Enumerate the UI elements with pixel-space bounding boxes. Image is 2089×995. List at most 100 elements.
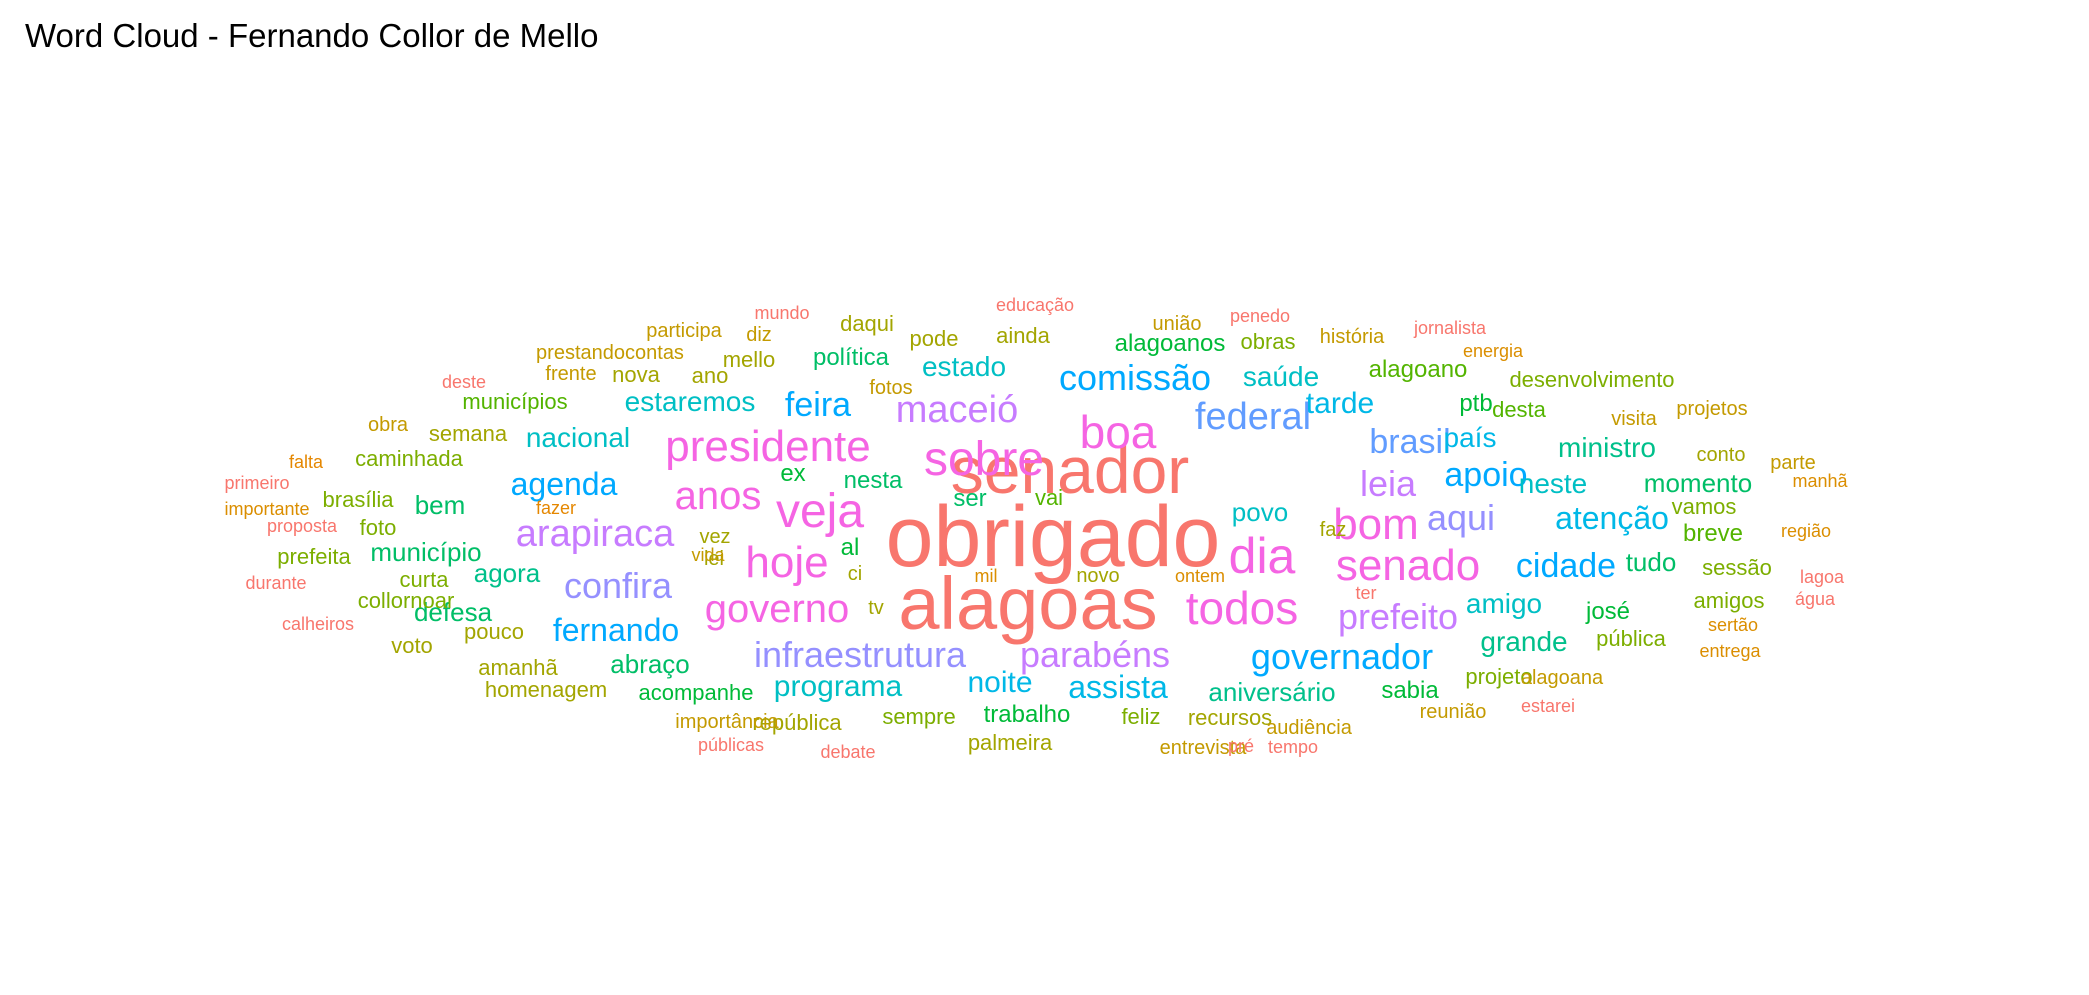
word-item: primeiro	[224, 473, 290, 493]
word-item: lagoa	[1799, 567, 1845, 587]
word-item: grande	[1480, 626, 1568, 657]
word-item: semana	[428, 421, 508, 446]
word-item: pouco	[464, 619, 524, 644]
word-item: tv	[868, 597, 884, 619]
word-item: collornoar	[357, 588, 455, 613]
word-item: caminhada	[355, 446, 463, 471]
word-item: fazer	[535, 498, 577, 518]
word-item: energia	[1462, 341, 1524, 361]
word-item: calheiros	[281, 614, 355, 634]
word-item: entrega	[1699, 641, 1761, 661]
word-item: obras	[1240, 329, 1296, 354]
word-item: povo	[1231, 497, 1289, 527]
word-item: política	[812, 344, 890, 371]
word-item: vai	[1034, 485, 1064, 510]
word-item: participa	[646, 320, 722, 342]
word-item: país	[1443, 422, 1497, 453]
word-item: ano	[691, 363, 729, 388]
word-item: boa	[1079, 406, 1157, 458]
word-item: estado	[921, 351, 1007, 382]
word-item: governo	[704, 587, 850, 631]
word-item: educação	[995, 295, 1075, 315]
word-item: pública	[1596, 626, 1666, 651]
word-item: sertão	[1707, 615, 1759, 635]
word-item: pode	[909, 326, 959, 351]
word-item: alagoano	[1368, 356, 1468, 383]
word-item: sessão	[1702, 555, 1772, 580]
word-item: aniversário	[1208, 677, 1336, 707]
word-item: bem	[414, 490, 466, 520]
page-title: Word Cloud - Fernando Collor de Mello	[25, 17, 599, 54]
word-item: ex	[780, 460, 806, 487]
word-item: república	[752, 710, 842, 735]
word-item: audiência	[1266, 717, 1352, 739]
word-item: água	[1794, 589, 1836, 609]
word-item: região	[1780, 521, 1832, 541]
word-item: comissão	[1058, 357, 1212, 398]
word-item: prefeito	[1337, 596, 1459, 637]
word-item: feira	[784, 386, 852, 424]
word-item: obrigado	[885, 489, 1221, 585]
word-item: pré	[1227, 736, 1255, 756]
word-item: prestandocontas	[536, 342, 684, 364]
word-item: al	[840, 534, 860, 561]
word-item: ptb	[1459, 390, 1493, 417]
word-item: faz	[1319, 519, 1347, 541]
word-item: maceió	[895, 389, 1019, 431]
word-item: arapiraca	[515, 513, 675, 555]
word-item: nova	[612, 362, 660, 387]
word-item: públicas	[697, 735, 765, 755]
word-item: novo	[1076, 565, 1120, 587]
word-item: assista	[1068, 669, 1168, 705]
word-item: amanhã	[478, 655, 558, 680]
word-item: visita	[1611, 408, 1657, 430]
word-item: voto	[391, 633, 433, 658]
word-item: projetos	[1676, 398, 1748, 420]
word-item: bom	[1333, 500, 1419, 549]
word-item: abraço	[610, 649, 690, 679]
word-item: veja	[775, 485, 865, 538]
word-item: ser	[953, 485, 987, 512]
word-item: noite	[967, 666, 1033, 699]
word-item: brasil	[1369, 423, 1451, 461]
word-item: presidente	[665, 422, 871, 471]
word-item: fernando	[552, 612, 680, 648]
word-item: manhã	[1792, 471, 1848, 491]
word-item: daqui	[840, 311, 894, 336]
word-item: curta	[399, 567, 449, 592]
word-item: ci	[847, 563, 863, 585]
word-item: reunião	[1419, 701, 1487, 723]
word-item: parabéns	[1019, 634, 1171, 675]
word-item: municípios	[462, 389, 568, 414]
word-item: entrevista	[1159, 737, 1247, 759]
word-item: ontem	[1174, 566, 1226, 586]
word-item: amigos	[1693, 588, 1765, 613]
word-item: estarei	[1520, 696, 1576, 716]
word-item: projeto	[1465, 664, 1533, 689]
word-item: agenda	[510, 466, 618, 502]
word-item: foto	[359, 515, 397, 540]
word-item: importante	[224, 499, 310, 519]
word-item: dia	[1228, 528, 1296, 584]
word-item: acompanhe	[638, 680, 754, 705]
word-item: debate	[820, 742, 876, 762]
word-item: fotos	[869, 377, 913, 399]
word-item: importância	[675, 711, 779, 733]
word-item: sabia	[1381, 677, 1439, 704]
word-item: vida	[691, 545, 725, 565]
word-item: anos	[674, 474, 762, 518]
word-item: nacional	[525, 422, 631, 453]
word-item: nesta	[843, 467, 903, 494]
word-item: desenvolvimento	[1509, 367, 1675, 392]
word-item: alagoanos	[1114, 330, 1226, 357]
word-item: penedo	[1229, 306, 1291, 326]
word-item: confira	[563, 565, 673, 606]
word-item: sobre	[923, 433, 1045, 486]
word-item: cidade	[1515, 547, 1617, 585]
word-item: estaremos	[624, 386, 756, 417]
word-item: senado	[1335, 541, 1481, 590]
word-item: mundo	[754, 303, 810, 323]
word-item: sempre	[882, 704, 956, 729]
word-item: união	[1152, 313, 1202, 335]
